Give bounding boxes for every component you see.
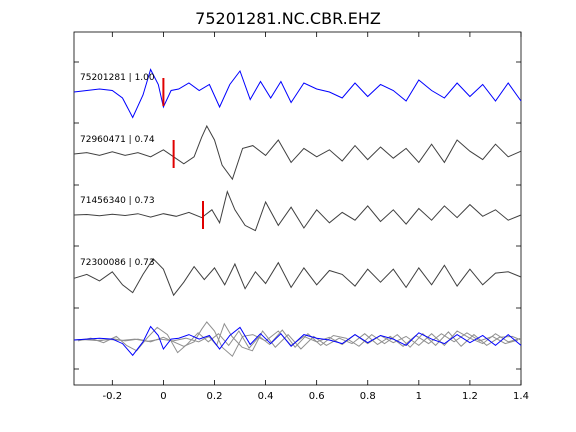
overlay-trace-3: [77, 326, 522, 354]
waveform-trace-2: [73, 124, 522, 181]
overlay-trace-2: [73, 322, 519, 352]
waveform-trace-1: [73, 68, 522, 119]
plot-frame: [73, 31, 522, 386]
trace-label-2: 72960471 | 0.74: [80, 135, 155, 145]
overlay-trace-4: [73, 325, 522, 357]
trace-label-1: 75201281 | 1.00: [80, 73, 155, 83]
trace-label-3: 71456340 | 0.73: [80, 196, 155, 206]
trace-stack: 75201281 | 1.00 72960471 | 0.74 71456340 |…: [73, 68, 522, 357]
axis-ticks: [74, 32, 522, 385]
x-tick-label: 0.6: [309, 391, 325, 402]
x-tick-label: 0.8: [360, 391, 376, 402]
x-tick-label: 1.2: [462, 391, 478, 402]
x-tick-label: 1.4: [513, 391, 529, 402]
x-tick-label: -0.2: [103, 391, 123, 402]
x-tick-label: 0: [160, 391, 166, 402]
overlay-trace-1: [73, 321, 522, 357]
chart-title: 75201281.NC.CBR.EHZ: [195, 9, 381, 28]
waveform-trace-3: [73, 190, 522, 232]
x-tick-label: 1: [416, 391, 422, 402]
x-tick-label: 0.2: [207, 391, 223, 402]
waveform-trace-4: [73, 258, 522, 297]
x-tick-labels: -0.2 0 0.2 0.4 0.6 0.8 1 1.2 1.4: [103, 391, 529, 402]
trace-label-4: 72300086 | 0.73: [80, 258, 155, 268]
x-tick-label: 0.4: [258, 391, 274, 402]
